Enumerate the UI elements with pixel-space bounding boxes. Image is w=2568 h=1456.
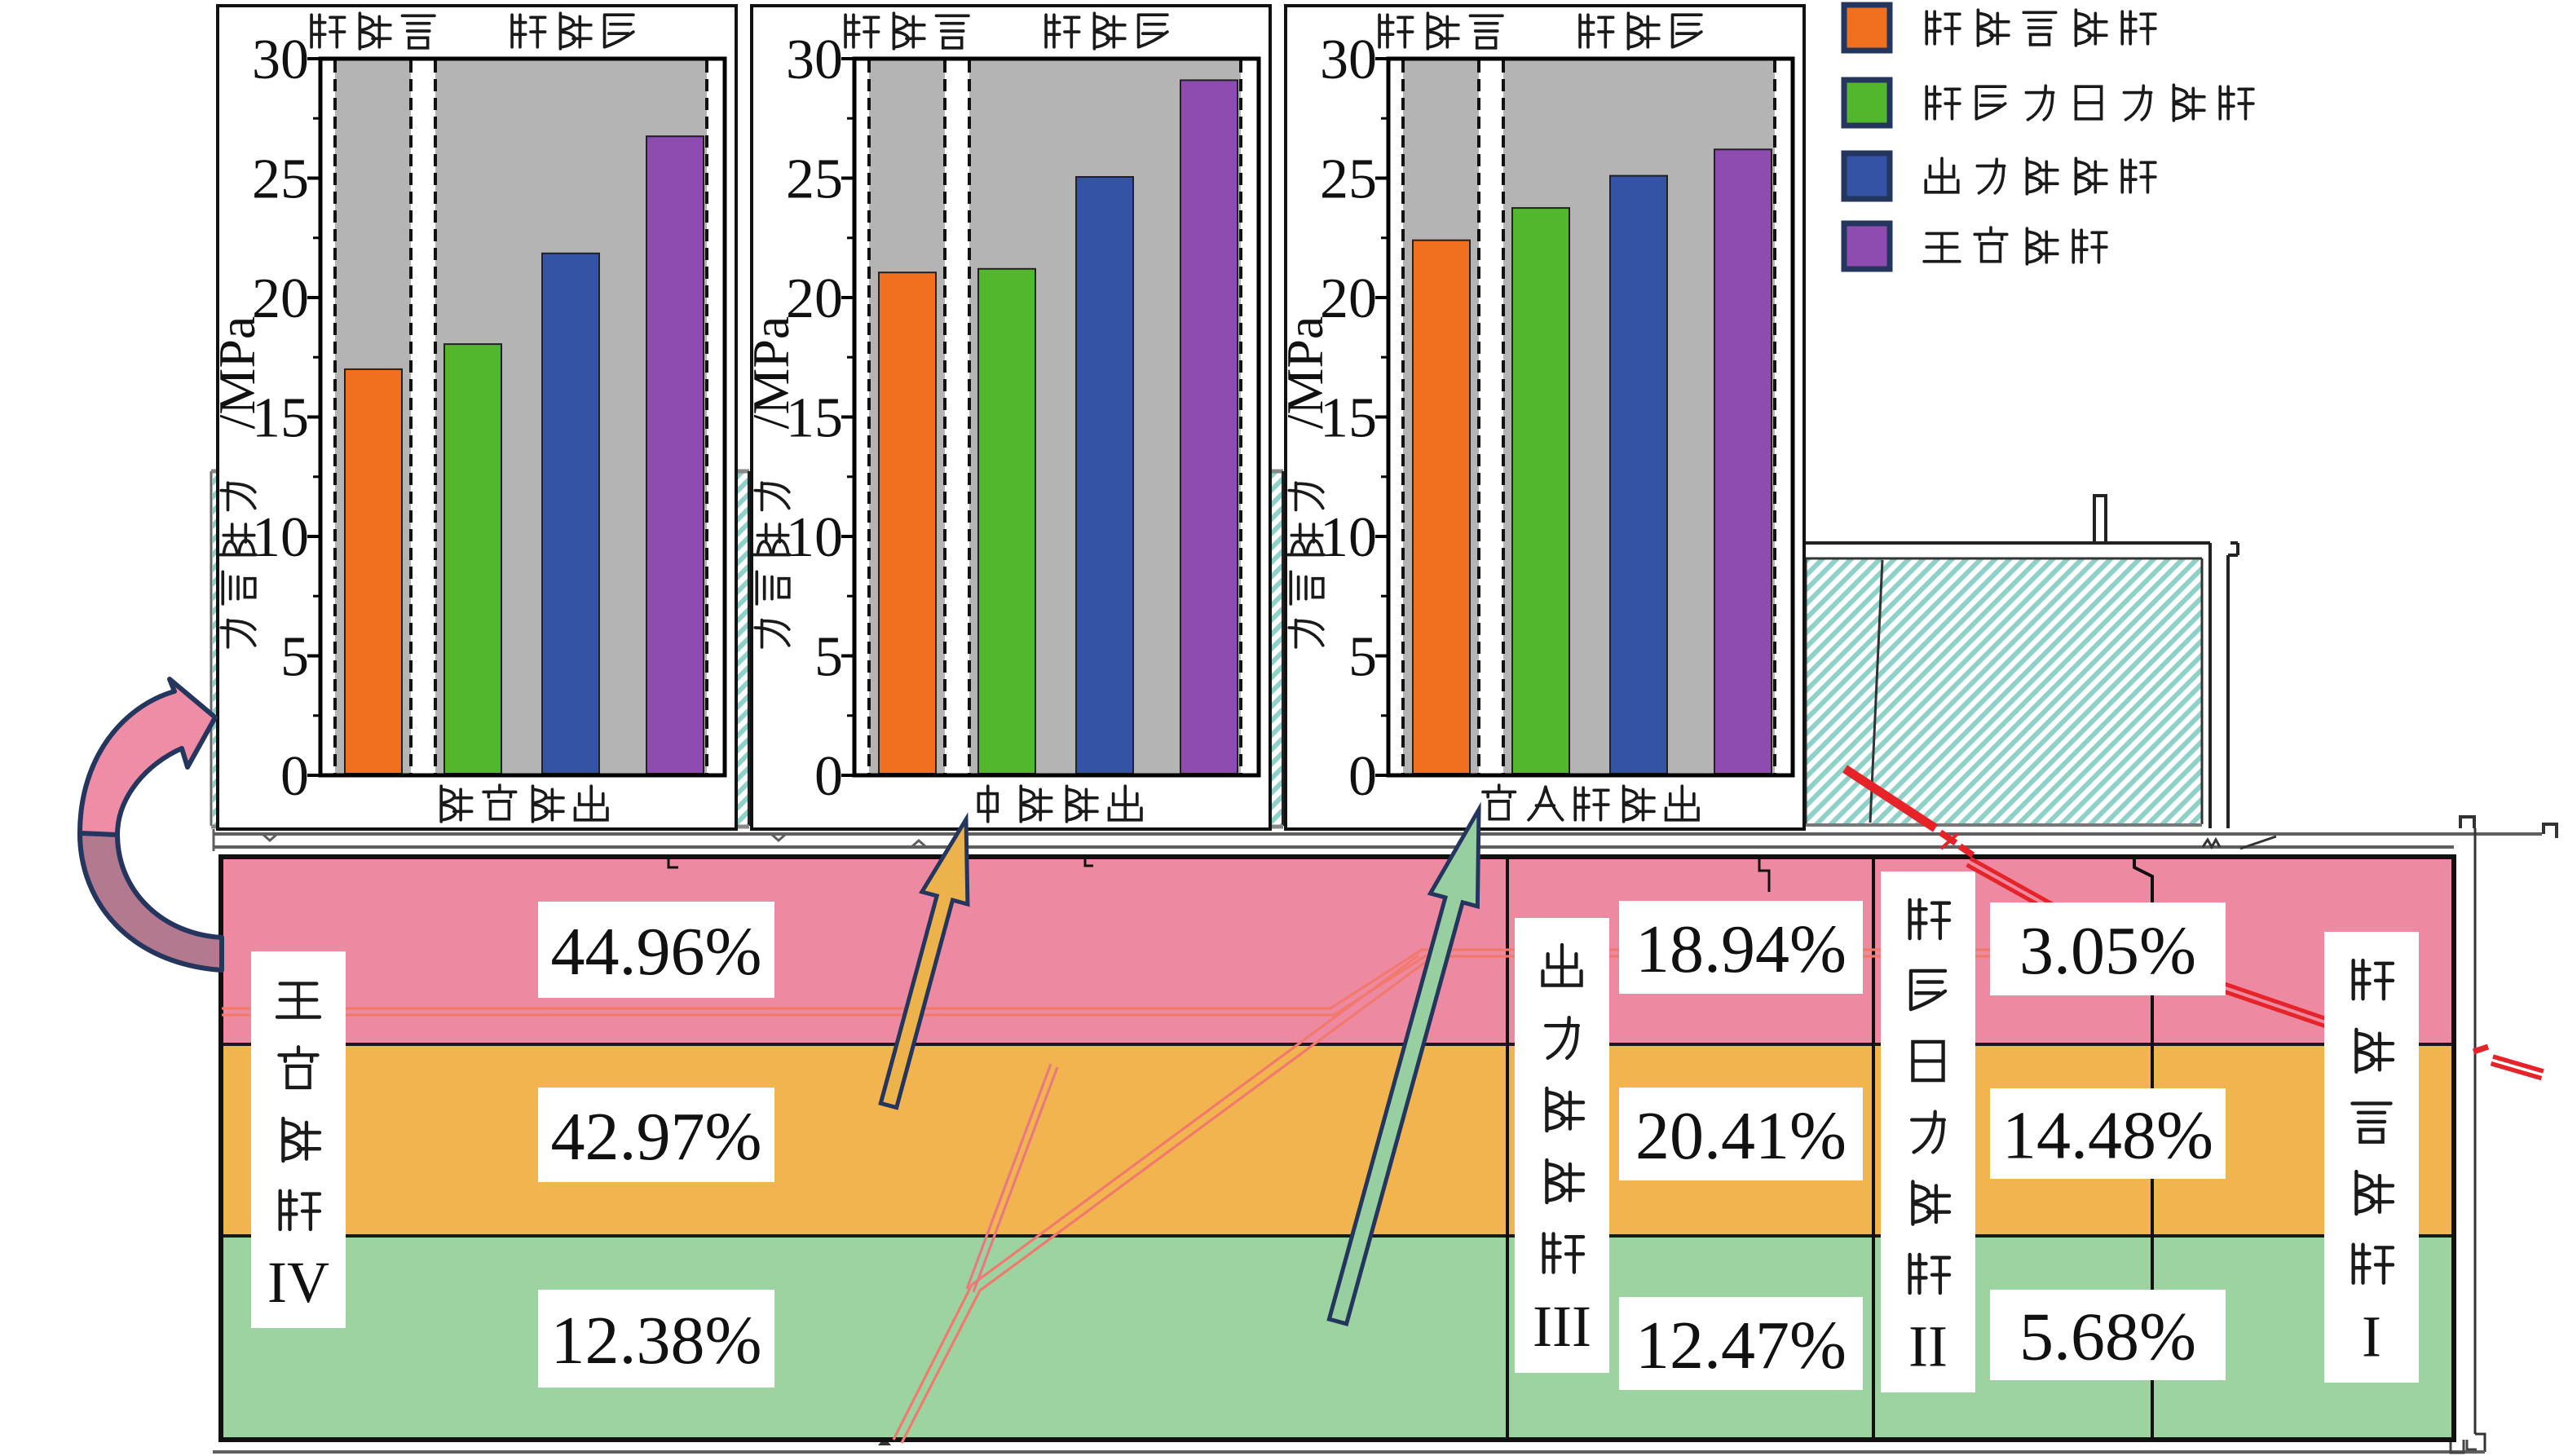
svg-text:5: 5 bbox=[814, 626, 843, 689]
svg-text:0: 0 bbox=[1348, 745, 1377, 808]
svg-text:10: 10 bbox=[252, 506, 309, 569]
svg-text:/MPa: /MPa bbox=[208, 316, 266, 430]
svg-text:5: 5 bbox=[1348, 626, 1377, 689]
svg-text:/MPa: /MPa bbox=[1276, 316, 1334, 430]
svg-text:5.68%: 5.68% bbox=[2019, 1299, 2196, 1375]
svg-text:20: 20 bbox=[1320, 267, 1377, 330]
svg-text:3.05%: 3.05% bbox=[2019, 913, 2196, 989]
svg-text:25: 25 bbox=[252, 148, 309, 211]
svg-text:18.94%: 18.94% bbox=[1635, 911, 1847, 987]
svg-text:12.38%: 12.38% bbox=[551, 1303, 762, 1379]
svg-text:15: 15 bbox=[1320, 387, 1377, 450]
svg-text:12.47%: 12.47% bbox=[1635, 1308, 1847, 1383]
svg-text:0: 0 bbox=[814, 745, 843, 808]
svg-text:25: 25 bbox=[786, 148, 843, 211]
svg-text:30: 30 bbox=[1320, 29, 1377, 91]
svg-text:/MPa: /MPa bbox=[742, 316, 800, 430]
svg-text:15: 15 bbox=[786, 387, 843, 450]
svg-text:20.41%: 20.41% bbox=[1635, 1098, 1847, 1174]
svg-text:14.48%: 14.48% bbox=[2002, 1098, 2213, 1174]
svg-text:42.97%: 42.97% bbox=[551, 1099, 762, 1175]
svg-text:I: I bbox=[2362, 1304, 2381, 1369]
svg-text:0: 0 bbox=[280, 745, 309, 808]
svg-text:30: 30 bbox=[252, 29, 309, 91]
svg-text:5: 5 bbox=[280, 626, 309, 689]
svg-text:IV: IV bbox=[267, 1250, 329, 1315]
svg-text:III: III bbox=[1533, 1294, 1591, 1359]
svg-text:20: 20 bbox=[786, 267, 843, 330]
svg-text:II: II bbox=[1908, 1314, 1948, 1379]
svg-text:10: 10 bbox=[786, 506, 843, 569]
svg-text:44.96%: 44.96% bbox=[551, 914, 762, 990]
svg-text:30: 30 bbox=[786, 29, 843, 91]
svg-text:10: 10 bbox=[1320, 506, 1377, 569]
svg-text:15: 15 bbox=[252, 387, 309, 450]
svg-text:20: 20 bbox=[252, 267, 309, 330]
svg-text:25: 25 bbox=[1320, 148, 1377, 211]
